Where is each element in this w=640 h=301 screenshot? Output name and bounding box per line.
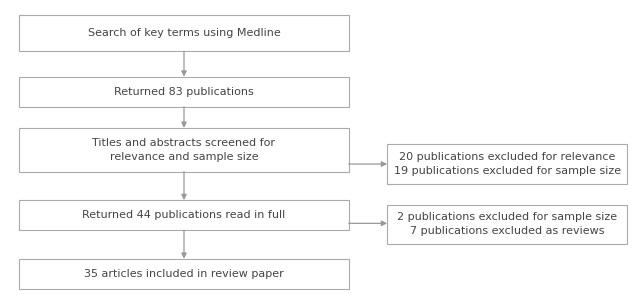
FancyBboxPatch shape — [19, 77, 349, 107]
Text: Returned 83 publications: Returned 83 publications — [114, 87, 254, 97]
Text: 20 publications excluded for relevance
19 publications excluded for sample size: 20 publications excluded for relevance 1… — [394, 152, 621, 176]
Text: Returned 44 publications read in full: Returned 44 publications read in full — [83, 210, 285, 220]
FancyBboxPatch shape — [387, 205, 627, 244]
FancyBboxPatch shape — [387, 144, 627, 184]
Text: Search of key terms using Medline: Search of key terms using Medline — [88, 28, 280, 38]
FancyBboxPatch shape — [19, 15, 349, 51]
FancyBboxPatch shape — [19, 128, 349, 172]
FancyBboxPatch shape — [19, 200, 349, 230]
Text: Titles and abstracts screened for
relevance and sample size: Titles and abstracts screened for releva… — [93, 138, 275, 162]
Text: 2 publications excluded for sample size
7 publications excluded as reviews: 2 publications excluded for sample size … — [397, 212, 617, 236]
FancyBboxPatch shape — [19, 259, 349, 289]
Text: 35 articles included in review paper: 35 articles included in review paper — [84, 269, 284, 279]
